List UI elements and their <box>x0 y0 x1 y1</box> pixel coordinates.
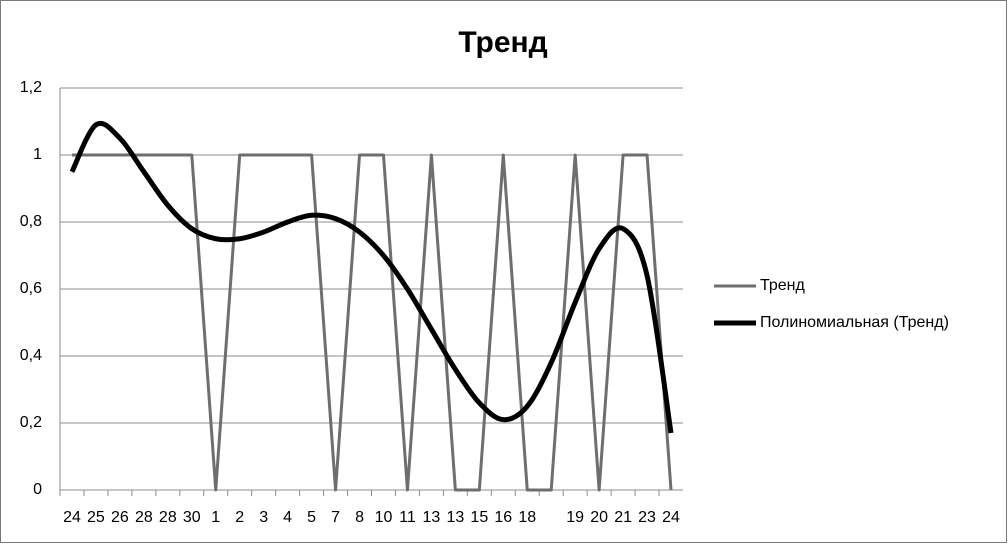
x-tick-label: 20 <box>590 509 608 526</box>
series-line <box>71 153 673 492</box>
x-tick-label: 24 <box>63 509 81 526</box>
x-tick-label: 4 <box>283 509 292 526</box>
x-tick-label: 25 <box>87 509 105 526</box>
x-tick-label: 8 <box>355 509 364 526</box>
y-tick-label: 1 <box>33 146 42 163</box>
x-tick-label: 24 <box>662 509 680 526</box>
x-tick-label: 23 <box>638 509 656 526</box>
y-tick-label: 0,4 <box>20 347 42 364</box>
x-tick-label: 10 <box>375 509 393 526</box>
legend-label: Полиномиальная (Тренд) <box>760 314 949 331</box>
x-tick-label: 30 <box>183 509 201 526</box>
x-tick-label: 13 <box>446 509 464 526</box>
x-tick-label: 11 <box>399 509 416 526</box>
x-tick-label: 26 <box>111 509 129 526</box>
y-tick-label: 0 <box>33 481 42 498</box>
y-tick-label: 0,8 <box>20 213 42 230</box>
x-tick-label: 21 <box>614 509 632 526</box>
y-tick-label: 0,2 <box>20 414 42 431</box>
x-tick-label: 28 <box>135 509 153 526</box>
chart-title: Тренд <box>458 26 547 59</box>
x-tick-label: 3 <box>259 509 268 526</box>
x-tick-label: 7 <box>331 509 340 526</box>
x-tick-label: 16 <box>494 509 512 526</box>
x-tick-label: 15 <box>470 509 488 526</box>
trend-line <box>69 120 674 434</box>
y-tick-label: 0,6 <box>20 280 42 297</box>
x-tick-label: 13 <box>423 509 441 526</box>
x-tick-label: 18 <box>518 509 536 526</box>
x-tick-label: 5 <box>307 509 316 526</box>
x-tick-label: 19 <box>566 509 584 526</box>
legend-label: Тренд <box>760 277 806 294</box>
y-tick-label: 1,2 <box>20 79 42 96</box>
x-tick-label: 1 <box>211 509 220 526</box>
x-tick-label: 28 <box>159 509 177 526</box>
x-tick-label: 2 <box>235 509 244 526</box>
